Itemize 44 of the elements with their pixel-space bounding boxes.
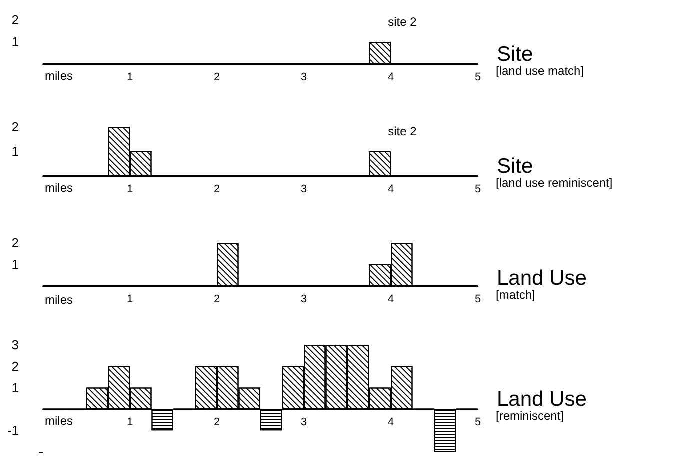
y-tick-label: 2 xyxy=(12,358,19,374)
annotation: site 2 xyxy=(388,15,418,29)
text: Site xyxy=(497,43,534,66)
x-tick-label: 3 xyxy=(300,416,308,429)
y-tick-label: 2 xyxy=(12,236,19,250)
x-tick-label: 1 xyxy=(126,184,134,196)
x-tick-label: 4 xyxy=(388,294,394,306)
text: [match] xyxy=(496,288,536,302)
annotation: site 2 xyxy=(388,124,418,138)
text: [land use match] xyxy=(496,64,584,78)
x-tick-label: 4 xyxy=(388,184,394,196)
x-tick-label: 2 xyxy=(214,294,220,306)
x-axis-title: miles xyxy=(45,414,74,428)
text: Land Use xyxy=(497,267,587,290)
x-tick-label: 1 xyxy=(126,416,134,429)
x-tick-label: 3 xyxy=(300,294,308,306)
x-tick-label: 2 xyxy=(214,416,220,429)
x-tick-label: 2 xyxy=(214,184,220,196)
x-tick-label: 4 xyxy=(388,416,394,429)
y-tick-label: 2 xyxy=(12,12,19,28)
x-tick-label: 5 xyxy=(474,416,482,429)
y-tick-label: -1 xyxy=(7,423,19,438)
y-tick-label: 2 xyxy=(12,120,19,134)
y-tick-label: 1 xyxy=(12,257,19,272)
y-tick-label: 1 xyxy=(12,34,19,50)
x-tick-label: 2 xyxy=(214,72,220,84)
text: Site xyxy=(497,155,534,178)
x-tick-label: 5 xyxy=(474,294,482,306)
x-tick-label: 3 xyxy=(300,72,308,84)
x-tick-label: 5 xyxy=(474,72,482,84)
text: [reminiscent] xyxy=(496,409,564,424)
x-tick-label: 1 xyxy=(126,294,134,306)
x-tick-label: 5 xyxy=(474,184,482,196)
x-tick-label: 3 xyxy=(300,184,308,196)
text: [land use reminiscent] xyxy=(496,176,613,190)
x-axis-title: miles xyxy=(45,69,74,83)
y-tick-label: 1 xyxy=(12,144,19,159)
x-axis-title: miles xyxy=(45,181,74,195)
text: Land Use xyxy=(497,388,587,412)
y-tick-label: 3 xyxy=(12,338,19,352)
x-tick-label: 1 xyxy=(126,72,134,84)
y-tick-label: 1 xyxy=(12,380,19,396)
x-axis-title: miles xyxy=(45,293,74,307)
x-tick-label: 4 xyxy=(388,72,394,84)
